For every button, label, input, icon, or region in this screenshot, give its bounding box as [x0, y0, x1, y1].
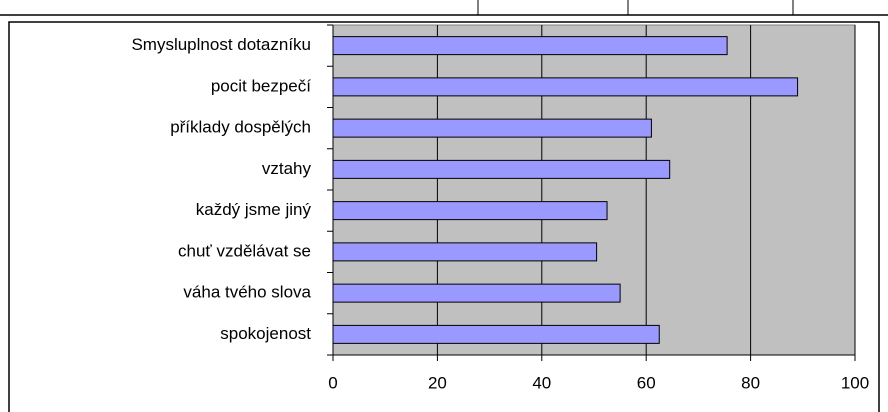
- x-tick-label: 60: [637, 373, 656, 392]
- bar: [332, 324, 660, 344]
- x-tick-label: 0: [328, 373, 337, 392]
- y-tick-label: příklady dospělých: [170, 118, 311, 137]
- plot-area: [332, 24, 856, 356]
- y-tick-label: Smysluplnost dotazníku: [131, 35, 311, 54]
- y-tick-label: chuť vzdělávat se: [178, 241, 311, 260]
- chart-border: [8, 21, 880, 412]
- y-tick-label: vztahy: [262, 159, 312, 178]
- y-tick-label: spokojenost: [220, 324, 311, 343]
- x-tick-label: 40: [532, 373, 551, 392]
- bar: [332, 201, 608, 221]
- bar: [332, 36, 728, 56]
- bar: [332, 283, 621, 303]
- y-tick-label: pocit bezpečí: [211, 76, 311, 95]
- x-tick-label: 80: [741, 373, 760, 392]
- x-tick-label: 20: [428, 373, 447, 392]
- y-tick-label: váha tvého slova: [183, 283, 311, 302]
- y-tick-label: každý jsme jiný: [196, 200, 312, 219]
- x-tick-label: 100: [841, 373, 869, 392]
- bar: [332, 118, 652, 138]
- bar: [332, 242, 598, 262]
- bar: [332, 159, 671, 179]
- bar: [332, 77, 799, 97]
